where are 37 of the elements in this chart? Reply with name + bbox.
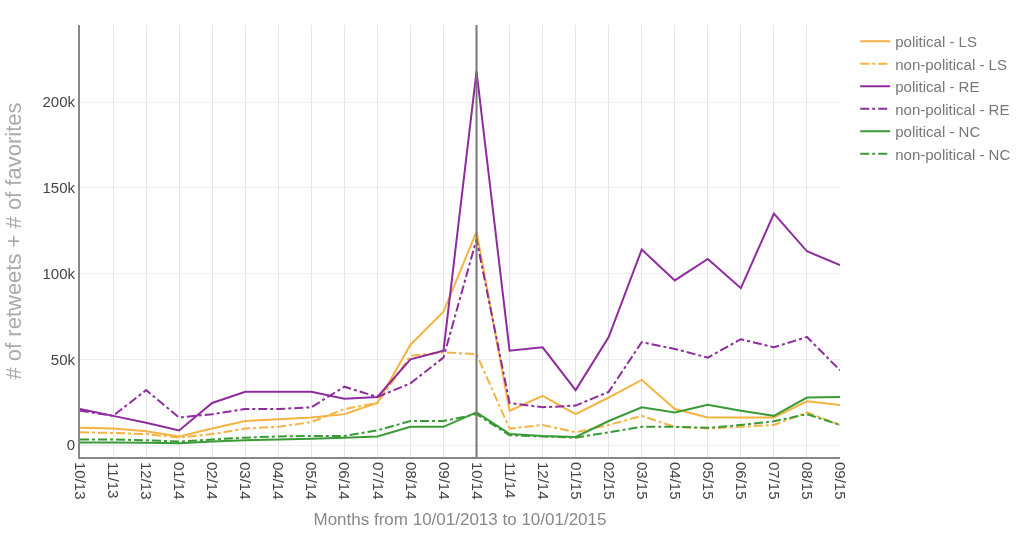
x-tick-label: 08/14 [402, 462, 420, 500]
x-tick-label: 09/15 [832, 462, 850, 500]
y-tick-label: 50k [50, 350, 76, 368]
x-tick-label: 10/14 [468, 462, 486, 500]
y-tick-label: 200k [42, 93, 76, 111]
x-tick-label: 09/14 [435, 462, 453, 500]
x-axis-title: Months from 10/01/2013 to 10/01/2015 [313, 510, 607, 530]
x-tick-label: 01/14 [171, 462, 189, 500]
x-tick-label: 03/15 [633, 462, 651, 500]
legend-label: non-political - RE [895, 100, 1010, 118]
x-tick-label: 05/15 [699, 462, 717, 500]
legend-label: political - NC [895, 123, 981, 141]
y-tick-label: 0 [66, 436, 75, 454]
x-tick-label: 06/14 [336, 462, 354, 500]
x-tick-label: 07/15 [766, 462, 784, 500]
x-tick-label: 01/15 [567, 462, 585, 500]
y-tick-label: 150k [42, 179, 76, 197]
y-axis-title: # of retweets + # of favorites [0, 102, 26, 380]
legend-label: political - RE [895, 78, 980, 96]
x-tick-label: 06/15 [732, 462, 750, 500]
x-tick-label: 02/15 [600, 462, 618, 500]
x-tick-label: 04/14 [270, 462, 288, 500]
x-tick-label: 03/14 [237, 462, 255, 500]
legend-label: non-political - LS [895, 55, 1007, 73]
x-tick-label: 07/14 [369, 462, 387, 500]
x-tick-label: 12/14 [534, 462, 552, 500]
legend-label: political - LS [895, 33, 977, 51]
x-tick-label: 11/13 [105, 462, 123, 499]
x-tick-label: 10/13 [72, 462, 90, 500]
y-tick-label: 100k [42, 264, 76, 282]
legend-label: non-political - NC [895, 145, 1011, 163]
x-tick-label: 04/15 [666, 462, 684, 500]
x-tick-label: 12/13 [138, 462, 156, 500]
x-tick-label: 05/14 [303, 462, 321, 500]
x-tick-label: 02/14 [204, 462, 222, 500]
x-tick-label: 08/15 [799, 462, 817, 500]
x-tick-label: 11/14 [501, 462, 519, 499]
